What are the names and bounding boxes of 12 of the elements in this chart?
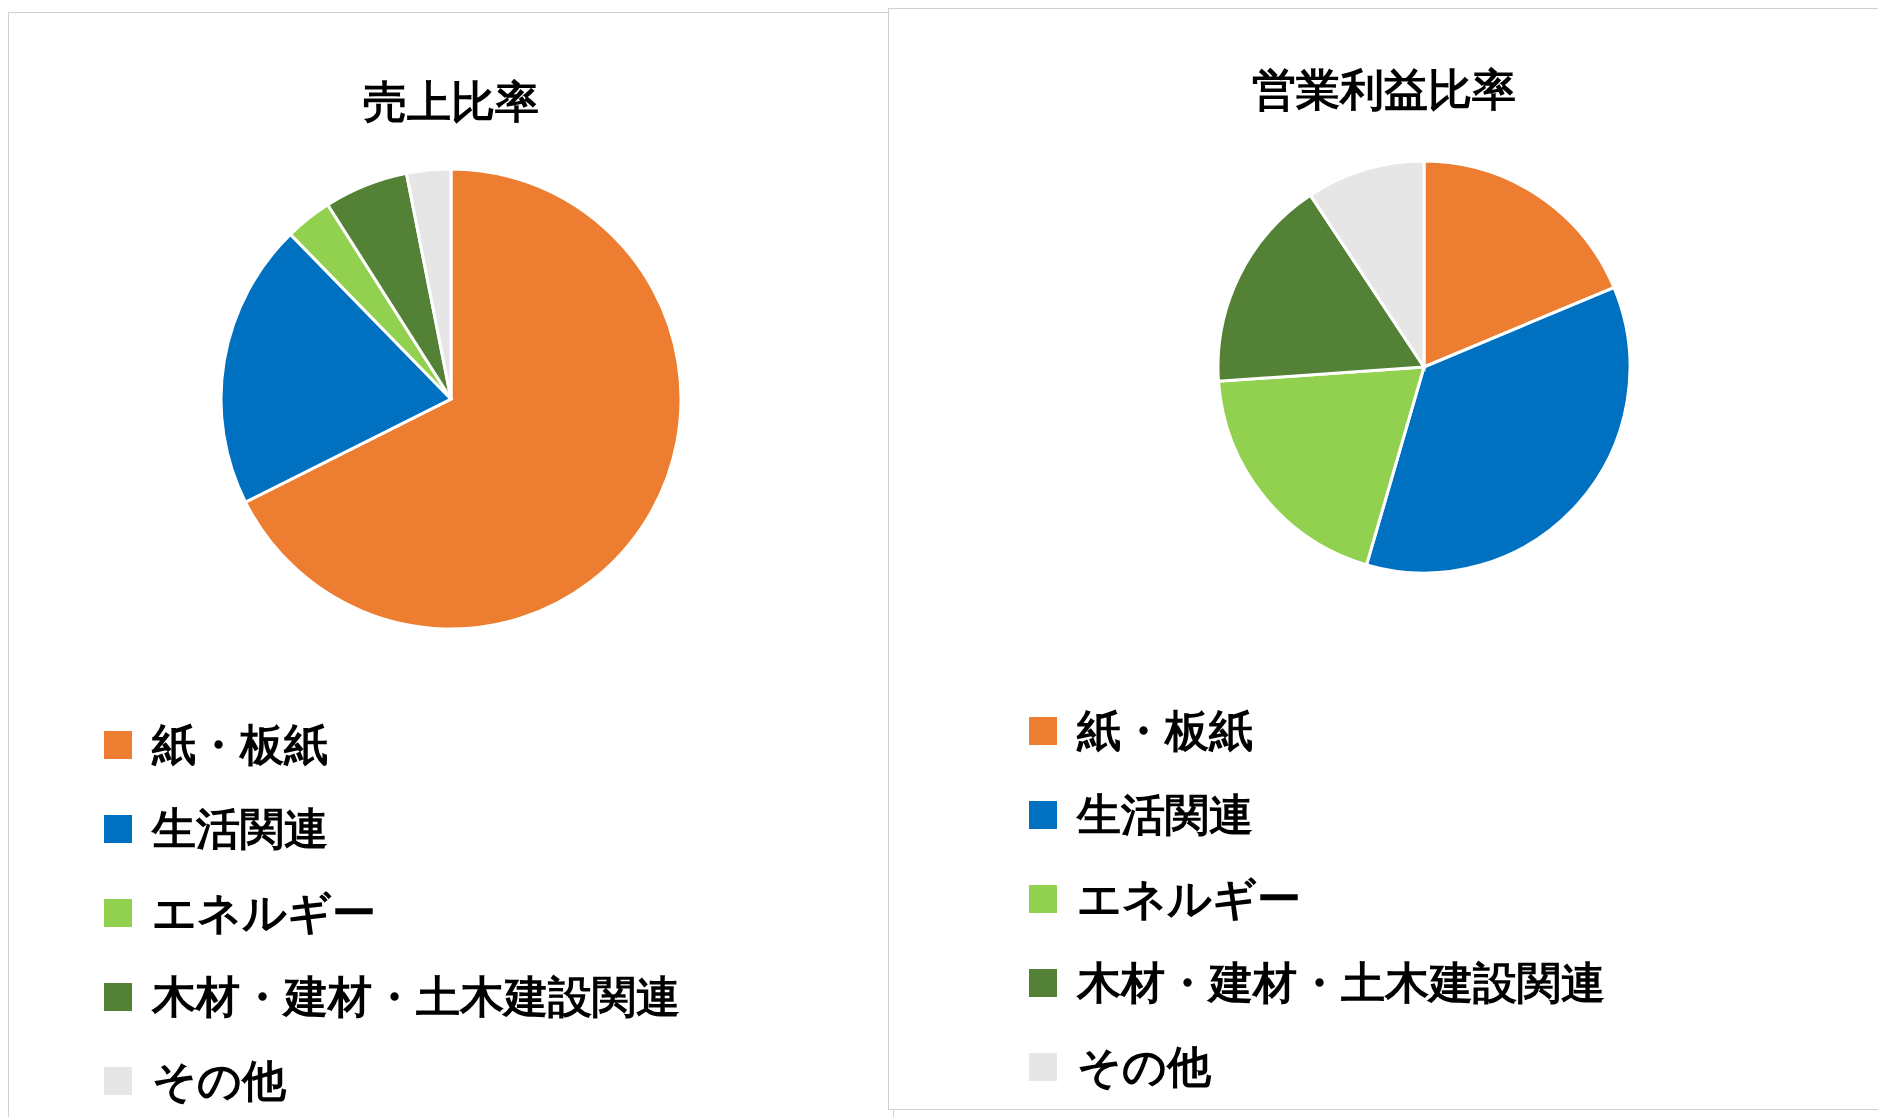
legend-label: その他 xyxy=(152,1054,286,1108)
legend-label: 紙・板紙 xyxy=(152,718,328,772)
legend-label: 紙・板紙 xyxy=(1077,704,1253,758)
legend-label: その他 xyxy=(1077,1040,1211,1094)
legend-label: エネルギー xyxy=(1077,872,1301,926)
legend-label: 生活関連 xyxy=(152,802,328,856)
legend-label: エネルギー xyxy=(152,886,376,940)
chart-title: 営業利益比率 xyxy=(1251,63,1517,117)
legend-label: 木材・建材・土木建設関連 xyxy=(1077,956,1605,1010)
chart-title: 売上比率 xyxy=(362,75,540,129)
legend-label: 木材・建材・土木建設関連 xyxy=(152,970,680,1024)
legend-label: 生活関連 xyxy=(1077,788,1253,842)
